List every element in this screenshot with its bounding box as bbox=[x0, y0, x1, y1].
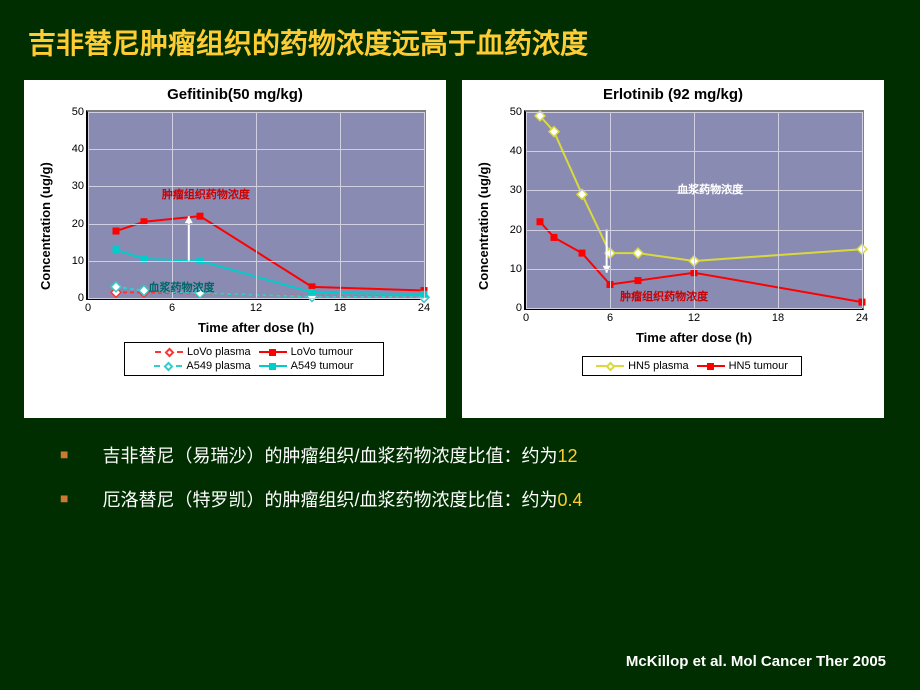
bullet-1-text: 吉非替尼（易瑞沙）的肿瘤组织/血浆药物浓度比值：约为 bbox=[102, 446, 557, 466]
citation: McKillop et al. Mol Cancer Ther 2005 bbox=[626, 653, 886, 670]
chart2-legend: HN5 plasmaHN5 tumour bbox=[582, 356, 802, 376]
chart1-legend: LoVo plasmaLoVo tumourA549 plasmaA549 tu… bbox=[124, 342, 384, 376]
chart1-plot: 0102030405006121824肿瘤组织药物浓度血浆药物浓度 bbox=[86, 110, 426, 300]
chart2-plot: 0102030405006121824血浆药物浓度肿瘤组织药物浓度 bbox=[524, 110, 864, 310]
chart1-ylabel: Concentration (ug/g) bbox=[38, 162, 53, 290]
bullet-2-num: 0.4 bbox=[557, 490, 582, 510]
slide-title: 吉非替尼肿瘤组织的药物浓度远高于血药浓度 bbox=[0, 0, 920, 62]
bullet-marker-icon: ■ bbox=[60, 490, 68, 506]
charts-row: Gefitinib(50 mg/kg) 易瑞沙 Concentration (u… bbox=[0, 62, 920, 418]
chart2-xlabel: Time after dose (h) bbox=[524, 330, 864, 345]
chart2-ylabel: Concentration (ug/g) bbox=[476, 162, 491, 290]
chart1-title: Gefitinib(50 mg/kg) bbox=[24, 86, 446, 103]
bullet-marker-icon: ■ bbox=[60, 446, 68, 462]
chart-gefitinib: Gefitinib(50 mg/kg) 易瑞沙 Concentration (u… bbox=[24, 80, 446, 418]
bullet-list: ■ 吉非替尼（易瑞沙）的肿瘤组织/血浆药物浓度比值：约为12 ■ 厄洛替尼（特罗… bbox=[0, 418, 920, 512]
bullet-2-text: 厄洛替尼（特罗凯）的肿瘤组织/血浆药物浓度比值：约为 bbox=[102, 490, 557, 510]
chart2-title: Erlotinib (92 mg/kg) bbox=[462, 86, 884, 103]
chart-erlotinib: Erlotinib (92 mg/kg) 厄洛替尼 Concentration … bbox=[462, 80, 884, 418]
bullet-1: ■ 吉非替尼（易瑞沙）的肿瘤组织/血浆药物浓度比值：约为12 bbox=[60, 442, 880, 468]
bullet-2: ■ 厄洛替尼（特罗凯）的肿瘤组织/血浆药物浓度比值：约为0.4 bbox=[60, 486, 880, 512]
chart1-xlabel: Time after dose (h) bbox=[86, 320, 426, 335]
bullet-1-num: 12 bbox=[557, 446, 577, 466]
